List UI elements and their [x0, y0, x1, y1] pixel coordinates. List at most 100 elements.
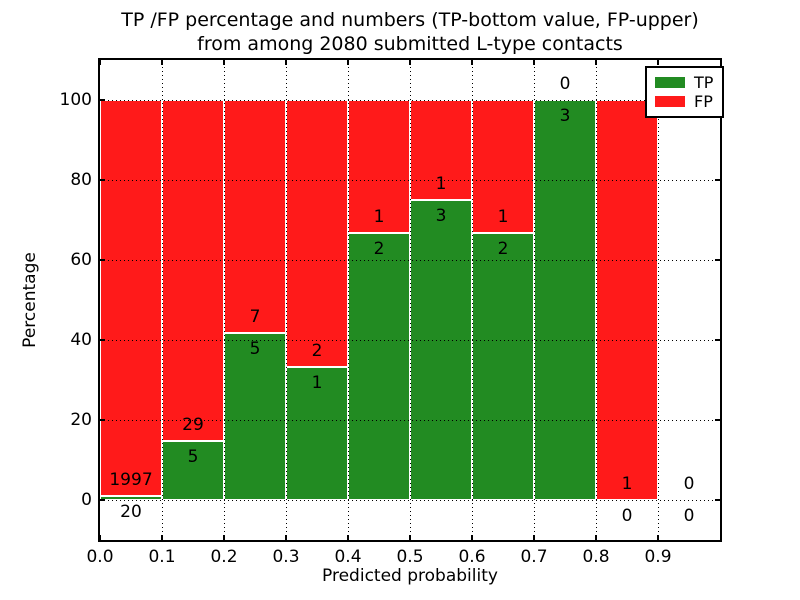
bar-segment-fp [286, 100, 348, 367]
bar-segment-tp [100, 496, 162, 500]
gridline-vertical [534, 60, 535, 540]
x-tick-mark-top [657, 60, 659, 65]
y-tick-mark [100, 99, 105, 101]
fp-count-label: 29 [182, 415, 204, 436]
x-tick-mark [471, 535, 473, 540]
fp-count-label: 1 [373, 207, 385, 228]
tp-count-label: 0 [621, 506, 633, 526]
y-tick-mark [100, 339, 105, 341]
legend-label-tp: TP [694, 72, 714, 92]
x-tick-mark-top [161, 60, 163, 65]
bar-segment-fp [100, 100, 162, 497]
x-tick-label: 0.5 [396, 547, 424, 567]
x-tick-mark-top [347, 60, 349, 65]
x-tick-mark [223, 535, 225, 540]
x-tick-mark-top [409, 60, 411, 65]
x-tick-mark [409, 535, 411, 540]
y-tick-mark [100, 419, 105, 421]
bar-segment-tp [410, 200, 472, 500]
tp-count-label: 3 [435, 206, 447, 226]
gridline-vertical [596, 60, 597, 540]
plot-area [98, 58, 722, 542]
bar-segment-tp [472, 233, 534, 500]
x-tick-mark [657, 535, 659, 540]
x-axis-label: Predicted probability [322, 566, 498, 586]
bar-segment-fp [596, 100, 658, 500]
fp-count-label: 7 [249, 307, 261, 328]
gridline-vertical [162, 60, 163, 540]
x-tick-label: 0.4 [334, 547, 362, 567]
tp-count-label: 3 [559, 106, 571, 126]
legend-swatch-fp [655, 96, 685, 107]
fp-count-label: 1 [621, 474, 633, 494]
x-tick-mark [285, 535, 287, 540]
x-tick-mark [595, 535, 597, 540]
tp-count-label: 20 [120, 502, 142, 523]
y-tick-label: 40 [70, 330, 92, 350]
gridline-vertical [286, 60, 287, 540]
x-tick-mark-top [99, 60, 101, 65]
y-tick-mark-right [715, 419, 720, 421]
y-tick-mark [100, 259, 105, 261]
fp-count-label: 1997 [109, 470, 153, 491]
gridline-vertical [348, 60, 349, 540]
x-tick-mark-top [471, 60, 473, 65]
gridline-vertical [224, 60, 225, 540]
y-tick-label: 0 [81, 490, 92, 510]
x-tick-mark [161, 535, 163, 540]
bar-segment-tp [286, 366, 348, 500]
tp-count-label: 2 [373, 239, 385, 260]
x-tick-label: 0.3 [272, 547, 300, 567]
tp-count-label: 5 [187, 447, 199, 468]
x-tick-label: 0.8 [582, 547, 610, 567]
x-tick-mark [99, 535, 101, 540]
fp-count-label: 1 [435, 174, 447, 194]
x-tick-mark [347, 535, 349, 540]
x-tick-label: 0.6 [458, 547, 486, 567]
chart-title-line2: from among 2080 submitted L-type contact… [197, 33, 623, 55]
legend-entry: TP [655, 73, 713, 92]
x-tick-label: 0.1 [148, 547, 176, 567]
fp-count-label: 0 [559, 74, 571, 94]
legend-entry: FP [655, 92, 713, 111]
legend-swatch-tp [655, 77, 685, 88]
y-tick-mark-right [715, 259, 720, 261]
bar-segment-tp [348, 233, 410, 500]
chart-title-line1: TP /FP percentage and numbers (TP-bottom… [121, 9, 699, 31]
bar-segment-fp [162, 100, 224, 442]
x-tick-mark-top [595, 60, 597, 65]
y-tick-mark-right [715, 179, 720, 181]
y-tick-label: 100 [59, 90, 92, 110]
x-tick-mark [533, 535, 535, 540]
tp-count-label: 2 [497, 239, 509, 260]
fp-count-label: 2 [311, 340, 323, 361]
x-tick-mark-top [285, 60, 287, 65]
x-tick-mark-top [533, 60, 535, 65]
tp-count-label: 1 [311, 372, 323, 393]
bar-segment-fp [224, 100, 286, 334]
y-tick-label: 80 [70, 170, 92, 190]
x-tick-label: 0.9 [644, 547, 672, 567]
y-tick-label: 60 [70, 250, 92, 270]
legend-label-fp: FP [694, 91, 713, 111]
bar-segment-fp [472, 100, 534, 234]
x-tick-label: 0.7 [520, 547, 548, 567]
tp-count-label: 0 [683, 506, 695, 526]
gridline-vertical [658, 60, 659, 540]
gridline-vertical [472, 60, 473, 540]
bar-segment-tp [534, 100, 596, 500]
bar-segment-tp [162, 441, 224, 500]
x-tick-label: 0.0 [86, 547, 114, 567]
fp-count-label: 1 [497, 207, 509, 228]
legend: TP FP [645, 66, 725, 118]
y-tick-mark-right [715, 499, 720, 501]
tp-count-label: 5 [249, 339, 261, 360]
chart-title: TP /FP percentage and numbers (TP-bottom… [100, 8, 720, 56]
y-tick-mark-right [715, 339, 720, 341]
y-tick-label: 20 [70, 410, 92, 430]
x-tick-mark-top [223, 60, 225, 65]
fp-count-label: 0 [683, 474, 695, 494]
y-tick-mark [100, 179, 105, 181]
gridline-vertical [410, 60, 411, 540]
